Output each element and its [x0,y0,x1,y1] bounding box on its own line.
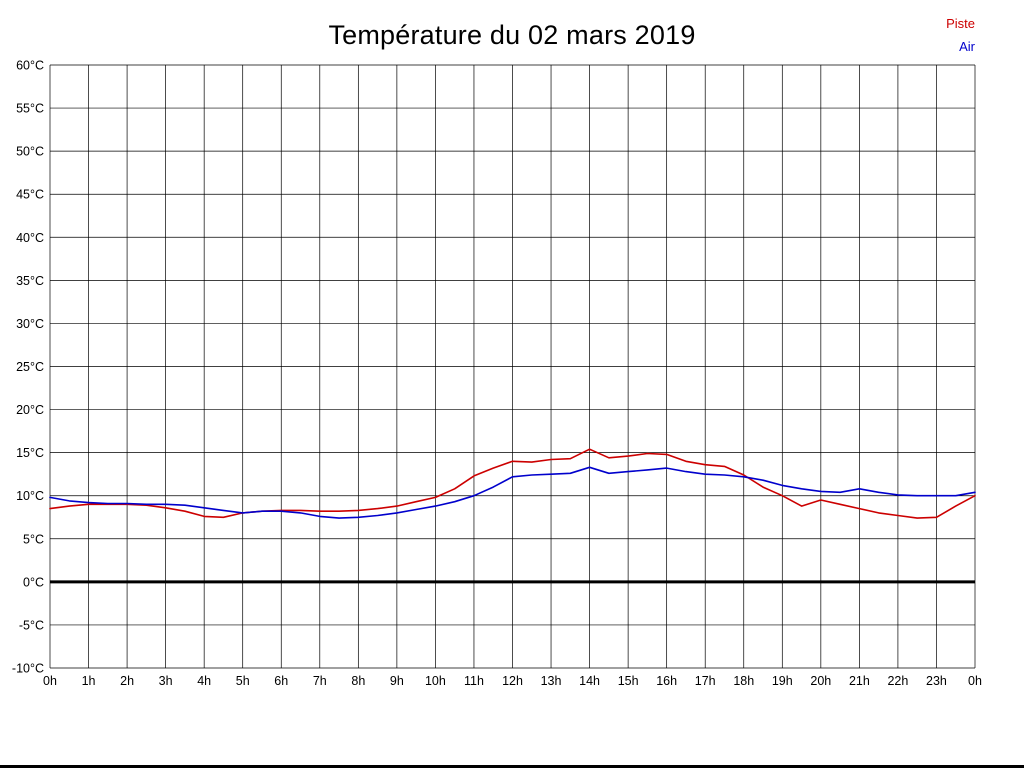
chart-legend: Piste Air [946,12,975,58]
x-axis-tick-label: 7h [313,674,327,688]
series-line-piste [49,448,976,519]
x-axis-tick-label: 15h [618,674,639,688]
y-axis-tick-label: 35°C [16,274,44,288]
x-axis-tick-label: 5h [236,674,250,688]
x-axis-tick-label: 18h [733,674,754,688]
y-axis-tick-label: 10°C [16,489,44,503]
x-axis-tick-label: 21h [849,674,870,688]
x-axis-tick-label: 4h [197,674,211,688]
y-axis-tick-label: 60°C [16,59,44,73]
legend-air-label: Air [959,39,975,54]
x-axis-tick-label: 0h [43,674,57,688]
y-axis-tick-label: 40°C [16,231,44,245]
y-axis-tick-label: -5°C [19,618,44,632]
y-axis-tick-label: 55°C [16,102,44,116]
x-axis-tick-label: 11h [464,674,484,688]
y-axis-tick-label: 5°C [23,532,44,546]
series-line-air [49,466,976,519]
y-axis-tick-label: 25°C [16,360,44,374]
x-axis-tick-label: 20h [810,674,831,688]
y-axis-tick-label: 0°C [23,575,44,589]
x-axis-tick-label: 1h [82,674,96,688]
x-axis-tick-label: 19h [772,674,793,688]
x-axis-tick-label: 14h [579,674,600,688]
y-axis-tick-label: -10°C [12,662,44,676]
x-axis-tick-label: 16h [656,674,677,688]
x-axis-tick-label: 13h [541,674,562,688]
x-axis-tick-label: 9h [390,674,404,688]
x-axis-tick-label: 12h [502,674,523,688]
y-axis-tick-label: 50°C [16,145,44,159]
y-axis-tick-label: 45°C [16,188,44,202]
y-axis-tick-label: 20°C [16,403,44,417]
x-axis-tick-label: 2h [120,674,134,688]
x-axis-tick-label: 10h [425,674,446,688]
x-axis-tick-label: 17h [695,674,716,688]
x-axis-tick-label: 6h [274,674,288,688]
x-axis-tick-label: 23h [926,674,947,688]
chart-title: Température du 02 mars 2019 [328,20,696,50]
x-axis-tick-label: 3h [159,674,173,688]
x-axis-tick-label: 22h [887,674,908,688]
x-axis-tick-label: 0h [968,674,982,688]
legend-piste-label: Piste [946,16,975,31]
y-axis-tick-label: 15°C [16,446,44,460]
bottom-border [0,765,1024,768]
x-axis-tick-label: 8h [351,674,365,688]
y-axis-tick-label: 30°C [16,317,44,331]
